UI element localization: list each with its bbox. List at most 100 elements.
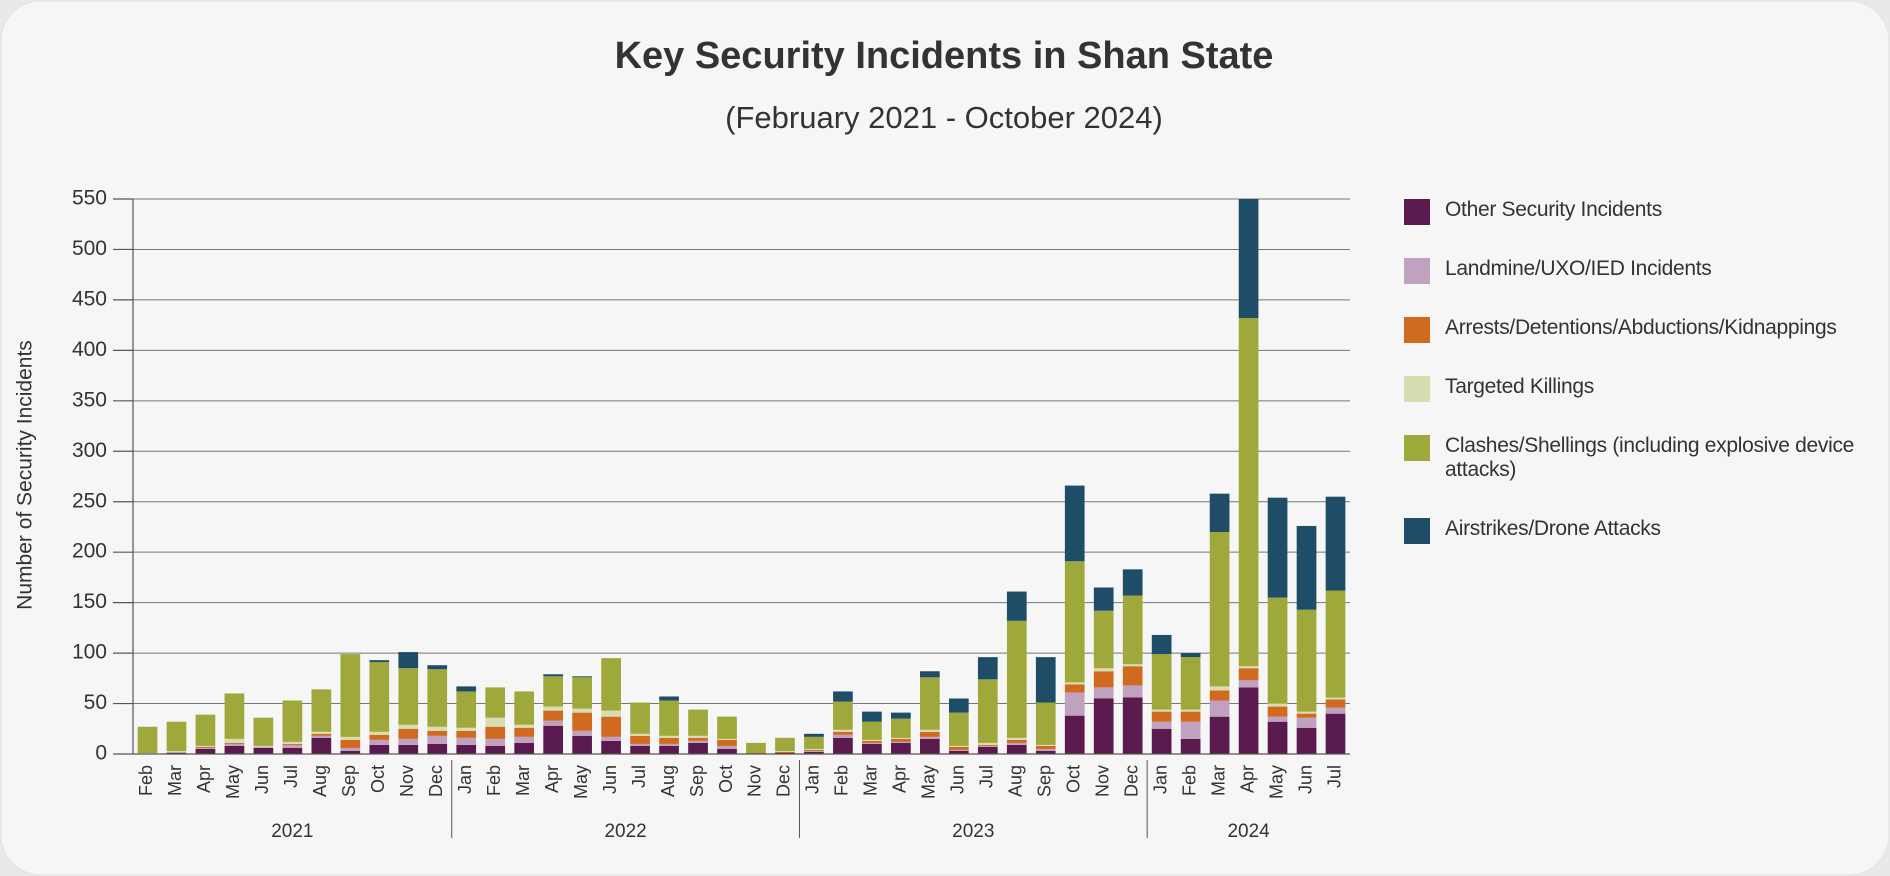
bar-segment	[688, 735, 708, 738]
x-tick-label: Apr	[194, 765, 214, 793]
bar-segment	[1180, 711, 1201, 722]
bar-segment	[833, 731, 853, 735]
bar-segment	[1325, 590, 1346, 698]
group-label: 2024	[1227, 821, 1270, 842]
bar-segment	[1064, 682, 1085, 685]
bar-segment	[833, 737, 853, 754]
bar-segment	[369, 660, 390, 663]
legend-label: Landmine/UXO/IED Incidents	[1445, 257, 1712, 280]
bar-segment	[514, 727, 535, 737]
x-tick-label: Dec	[1121, 765, 1141, 797]
bar-segment	[1267, 706, 1288, 717]
bar-segment	[1238, 668, 1259, 681]
bar-segment	[1064, 684, 1085, 693]
y-tick-label: 150	[72, 590, 107, 613]
bar-segment	[282, 744, 303, 748]
bar-segment	[1006, 739, 1027, 743]
bar-segment	[224, 743, 245, 746]
x-tick-label: Feb	[484, 765, 504, 796]
x-tick-label: Mar	[165, 765, 185, 796]
x-tick-label: Mar	[513, 765, 533, 796]
bar-segment	[775, 751, 795, 753]
bar-segment	[862, 711, 882, 722]
bar-segment	[601, 710, 621, 717]
bar-segment	[862, 739, 882, 741]
x-tick-label: Jul	[629, 765, 649, 788]
bar-segment	[166, 721, 187, 751]
bar-segment	[1151, 709, 1172, 712]
x-tick-label: Jun	[948, 765, 968, 794]
legend-label: Other Security Incidents	[1445, 198, 1662, 221]
legend-swatch	[1404, 258, 1430, 284]
bar-segment	[1093, 698, 1114, 754]
bar-segment	[659, 735, 679, 738]
y-tick-label: 350	[72, 388, 107, 411]
bar-segment	[948, 746, 969, 750]
x-tick-label: Dec	[426, 765, 446, 797]
x-tick-label: May	[919, 765, 939, 799]
bar-segment	[891, 737, 911, 739]
y-tick-label: 0	[95, 742, 107, 765]
bar-segment	[543, 676, 564, 707]
bar-segment	[601, 740, 621, 754]
legend-item: Clashes/Shellings (including explosive d…	[1404, 434, 1884, 482]
bar-segment	[195, 714, 216, 746]
bar-segment	[224, 693, 245, 739]
bar-segment	[977, 742, 998, 745]
bar-segment	[543, 720, 564, 726]
bar-segment	[659, 743, 679, 746]
bar-segment	[1267, 497, 1288, 598]
bar-segment	[862, 743, 882, 754]
bar-segment	[630, 743, 650, 746]
bar-segment	[1209, 690, 1230, 701]
x-tick-label: Mar	[1208, 765, 1228, 796]
bar-segment	[543, 674, 564, 677]
bar-segment	[195, 745, 216, 747]
chart-subtitle: (February 2021 - October 2024)	[725, 100, 1163, 135]
bar-segment	[804, 733, 824, 737]
bar-segment	[311, 689, 332, 732]
bar-segment	[398, 738, 419, 745]
bar-segment	[195, 746, 216, 748]
bar-segment	[1296, 717, 1317, 728]
bar-segment	[282, 700, 303, 742]
bar-segment	[1296, 711, 1317, 714]
bar-segment	[891, 741, 911, 743]
bar-segment	[1035, 702, 1056, 745]
bar-segment	[1093, 587, 1114, 611]
bar-segment	[948, 750, 969, 754]
group-label: 2022	[604, 821, 646, 842]
bar-segment	[340, 736, 361, 740]
bar-segment	[948, 745, 969, 747]
bar-segment	[862, 742, 882, 744]
bar-segment	[253, 747, 274, 754]
bar-segment	[717, 748, 737, 754]
y-tick-label: 100	[72, 641, 107, 664]
bar-segment	[456, 727, 477, 731]
x-tick-label: Apr	[542, 765, 562, 793]
legend-item: Arrests/Detentions/Abductions/Kidnapping…	[1404, 316, 1884, 343]
bar-segment	[1064, 561, 1085, 683]
legend: Other Security Incidents Landmine/UXO/IED…	[1404, 198, 1884, 576]
bar-segment	[804, 736, 824, 749]
bar-segment	[1180, 657, 1201, 710]
bar-segment	[688, 709, 708, 736]
x-tick-label: Jan	[455, 765, 475, 794]
y-tick-label: 400	[72, 338, 107, 361]
bar-segment	[1296, 525, 1317, 610]
bar-segment	[195, 748, 216, 754]
bar-segment	[919, 729, 940, 732]
bar-segment	[746, 742, 766, 753]
bar-segment	[1180, 653, 1201, 658]
y-tick-label: 500	[72, 237, 107, 260]
bar-segment	[485, 726, 506, 739]
x-tick-label: May	[223, 765, 243, 799]
bar-segment	[340, 739, 361, 748]
bar-segment	[572, 712, 592, 731]
x-tick-label: Sep	[687, 765, 707, 797]
bar-segment	[1180, 738, 1201, 754]
bar-segment	[224, 738, 245, 743]
bar-segment	[1209, 716, 1230, 754]
bar-segment	[775, 750, 795, 752]
